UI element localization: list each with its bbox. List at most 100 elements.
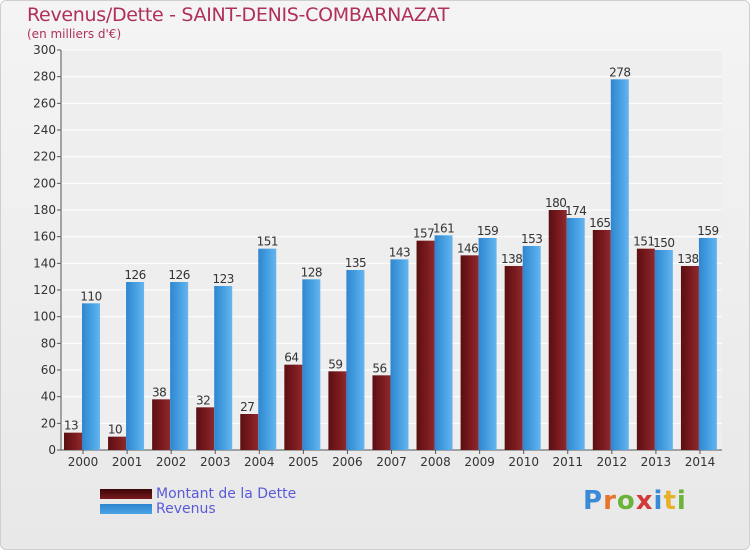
y-tick-label: 220 [33,150,56,164]
bar-revenus-2003 [214,286,233,450]
bar-dette-2009 [460,255,479,450]
x-tick-label: 2010 [508,455,539,469]
data-label-dette-2013: 151 [633,235,654,249]
y-tick-label: 120 [33,283,56,297]
bar-dette-2010 [504,266,523,450]
data-label-revenus-2009: 159 [477,224,498,238]
y-tick-label: 0 [48,443,56,457]
data-label-dette-2007: 56 [372,361,386,375]
y-tick-label: 80 [41,336,56,350]
bar-dette-2003 [196,407,215,450]
y-tick-label: 200 [33,176,56,190]
x-tick-label: 2014 [685,455,716,469]
x-tick-label: 2001 [112,455,143,469]
x-tick-label: 2012 [597,455,628,469]
x-tick-label: 2005 [288,455,319,469]
data-label-dette-2003: 32 [196,393,210,407]
data-label-dette-2011: 180 [545,196,566,210]
data-label-dette-2004: 27 [240,400,254,414]
bar-revenus-2009 [478,238,497,450]
y-tick-label: 280 [33,70,56,84]
logo-letter: i [676,486,687,516]
y-tick-label: 300 [33,43,56,57]
proxiti-logo: Proxiti [583,486,687,516]
bar-dette-2006 [328,371,347,450]
bar-dette-2011 [548,210,567,450]
bar-dette-2002 [152,399,171,450]
y-tick-label: 20 [41,416,56,430]
x-tick-label: 2000 [68,455,99,469]
y-tick-label: 180 [33,203,56,217]
bar-revenus-2004 [258,248,277,450]
data-label-dette-2009: 146 [457,241,478,255]
data-label-revenus-2008: 161 [433,221,454,235]
bar-dette-2013 [636,248,655,450]
bar-revenus-2008 [434,235,453,450]
data-label-revenus-2005: 128 [301,265,322,279]
logo-letter: x [635,486,654,516]
x-tick-label: 2013 [641,455,672,469]
x-tick-label: 2004 [244,455,275,469]
y-tick-label: 240 [33,123,56,137]
legend-label-revenus: Revenus [156,501,216,517]
x-tick-label: 2002 [156,455,187,469]
logo-letter: P [583,486,604,516]
y-tick-label: 140 [33,256,56,270]
bar-revenus-2005 [302,279,321,450]
data-label-dette-2002: 38 [152,385,166,399]
data-label-dette-2005: 64 [284,351,298,365]
logo-letter: o [616,486,636,516]
bar-revenus-2011 [566,218,585,450]
bar-revenus-2013 [654,250,673,450]
bar-revenus-2002 [170,282,189,450]
data-label-dette-2006: 59 [328,357,342,371]
legend-label-dette: Montant de la Dette [156,486,297,502]
x-tick-label: 2008 [420,455,451,469]
bar-dette-2012 [592,230,611,450]
data-label-dette-2001: 10 [108,423,122,437]
bar-revenus-2012 [610,79,629,450]
chart-title: Revenus/Dette - SAINT-DENIS-COMBARNAZAT [27,4,450,26]
data-label-dette-2012: 165 [589,216,610,230]
bar-dette-2014 [680,266,699,450]
data-label-dette-2014: 138 [677,252,698,266]
y-tick-label: 60 [41,363,56,377]
bar-revenus-2010 [522,246,541,450]
legend-swatch-dette [100,489,152,499]
y-tick-label: 100 [33,310,56,324]
data-label-revenus-2006: 135 [345,256,366,270]
bar-revenus-2001 [126,282,145,450]
bar-dette-2007 [372,375,391,450]
data-label-revenus-2002: 126 [168,268,189,282]
data-label-revenus-2014: 159 [697,224,718,238]
y-tick-label: 160 [33,230,56,244]
logo-letter: t [663,486,677,516]
data-label-dette-2008: 157 [413,227,434,241]
bar-dette-2000 [64,432,82,450]
data-label-dette-2000: 13 [64,419,78,433]
chart-subtitle: (en milliers d'€) [27,27,122,41]
data-label-revenus-2012: 278 [609,65,630,79]
x-tick-label: 2006 [332,455,363,469]
data-label-revenus-2001: 126 [124,268,145,282]
data-label-dette-2010: 138 [501,252,522,266]
bar-revenus-2014 [698,238,717,450]
data-label-revenus-2013: 150 [653,236,674,250]
x-tick-label: 2007 [376,455,407,469]
legend-swatch-revenus [100,504,152,514]
bar-dette-2004 [240,414,259,450]
bar-revenus-2007 [390,259,409,450]
logo-letter: r [603,486,617,516]
x-tick-label: 2009 [464,455,495,469]
bar-revenus-2006 [346,270,365,450]
bar-dette-2008 [416,240,435,450]
data-label-revenus-2011: 174 [565,204,586,218]
bar-revenus-2000 [82,303,100,450]
data-label-revenus-2010: 153 [521,232,542,246]
data-label-revenus-2003: 123 [212,272,233,286]
data-label-revenus-2004: 151 [257,235,278,249]
data-label-revenus-2007: 143 [389,245,410,259]
bar-dette-2001 [108,436,127,450]
y-tick-label: 260 [33,96,56,110]
